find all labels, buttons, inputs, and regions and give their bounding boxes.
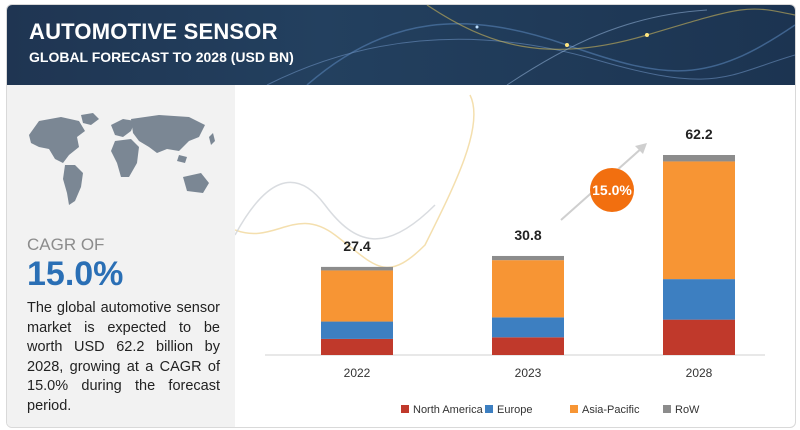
growth-badge-circle [590, 168, 634, 212]
bar-segment-2028-asia-pacific [663, 161, 735, 280]
bar-segment-2022-north-america [321, 338, 393, 355]
legend-swatch-asia-pacific [570, 405, 578, 413]
x-tick-label-2028: 2028 [686, 366, 713, 380]
chart-legend: North America Europe Asia-Pacific RoW [401, 404, 700, 416]
bar-total-label-2023: 30.8 [514, 227, 541, 243]
page-title: AUTOMOTIVE SENSOR [29, 19, 278, 44]
x-tick-label-2022: 2022 [344, 366, 371, 380]
growth-arrow-head [635, 143, 647, 154]
bar-segment-2023-europe [492, 317, 564, 338]
decorative-curve-grey [235, 181, 436, 240]
page-subtitle: GLOBAL FORECAST TO 2028 (USD BN) [29, 49, 294, 65]
bar-segment-2028-row [663, 155, 735, 162]
bar-segment-2022-row [321, 266, 393, 271]
bar-total-label-2022: 27.4 [343, 238, 370, 254]
market-description: The global automotive sensor market is e… [27, 300, 220, 414]
infographic-frame: AUTOMOTIVE SENSOR GLOBAL FORECAST TO 202… [6, 4, 796, 428]
cagr-label: CAGR OF [27, 235, 105, 254]
growth-badge-label: 15.0% [592, 182, 632, 198]
header-banner: AUTOMOTIVE SENSOR GLOBAL FORECAST TO 202… [7, 5, 795, 85]
legend-swatch-north-america [401, 405, 409, 413]
bar-segment-2022-asia-pacific [321, 270, 393, 322]
decorative-curve-gold [235, 94, 475, 269]
light-streaks-decoration [266, 5, 795, 85]
growth-badge: 15.0% [560, 143, 647, 221]
legend-label-north-america: North America [413, 404, 484, 416]
legend-label-europe: Europe [497, 404, 532, 416]
legend-swatch-europe [485, 405, 493, 413]
summary-panel: CAGR OF 15.0% The global automotive sens… [7, 85, 235, 427]
bar-segment-2028-europe [663, 279, 735, 320]
stacked-bar-chart: 27.4 2022 30.8 2023 62.2 2028 15.0% North Ame… [235, 94, 765, 416]
world-map-icon [29, 113, 215, 205]
bar-segment-2028-north-america [663, 319, 735, 355]
legend-label-row: RoW [675, 404, 700, 416]
legend-label-asia-pacific: Asia-Pacific [582, 404, 640, 416]
x-tick-label-2023: 2023 [515, 366, 542, 380]
bars-layer: 27.4 2022 30.8 2023 62.2 2028 [321, 126, 735, 380]
bar-segment-2023-row [492, 255, 564, 261]
bar-segment-2023-north-america [492, 337, 564, 355]
cagr-value: 15.0% [27, 255, 124, 293]
legend-swatch-row [663, 405, 671, 413]
bar-segment-2023-asia-pacific [492, 260, 564, 318]
bar-total-label-2028: 62.2 [685, 126, 712, 142]
bar-segment-2022-europe [321, 321, 393, 339]
